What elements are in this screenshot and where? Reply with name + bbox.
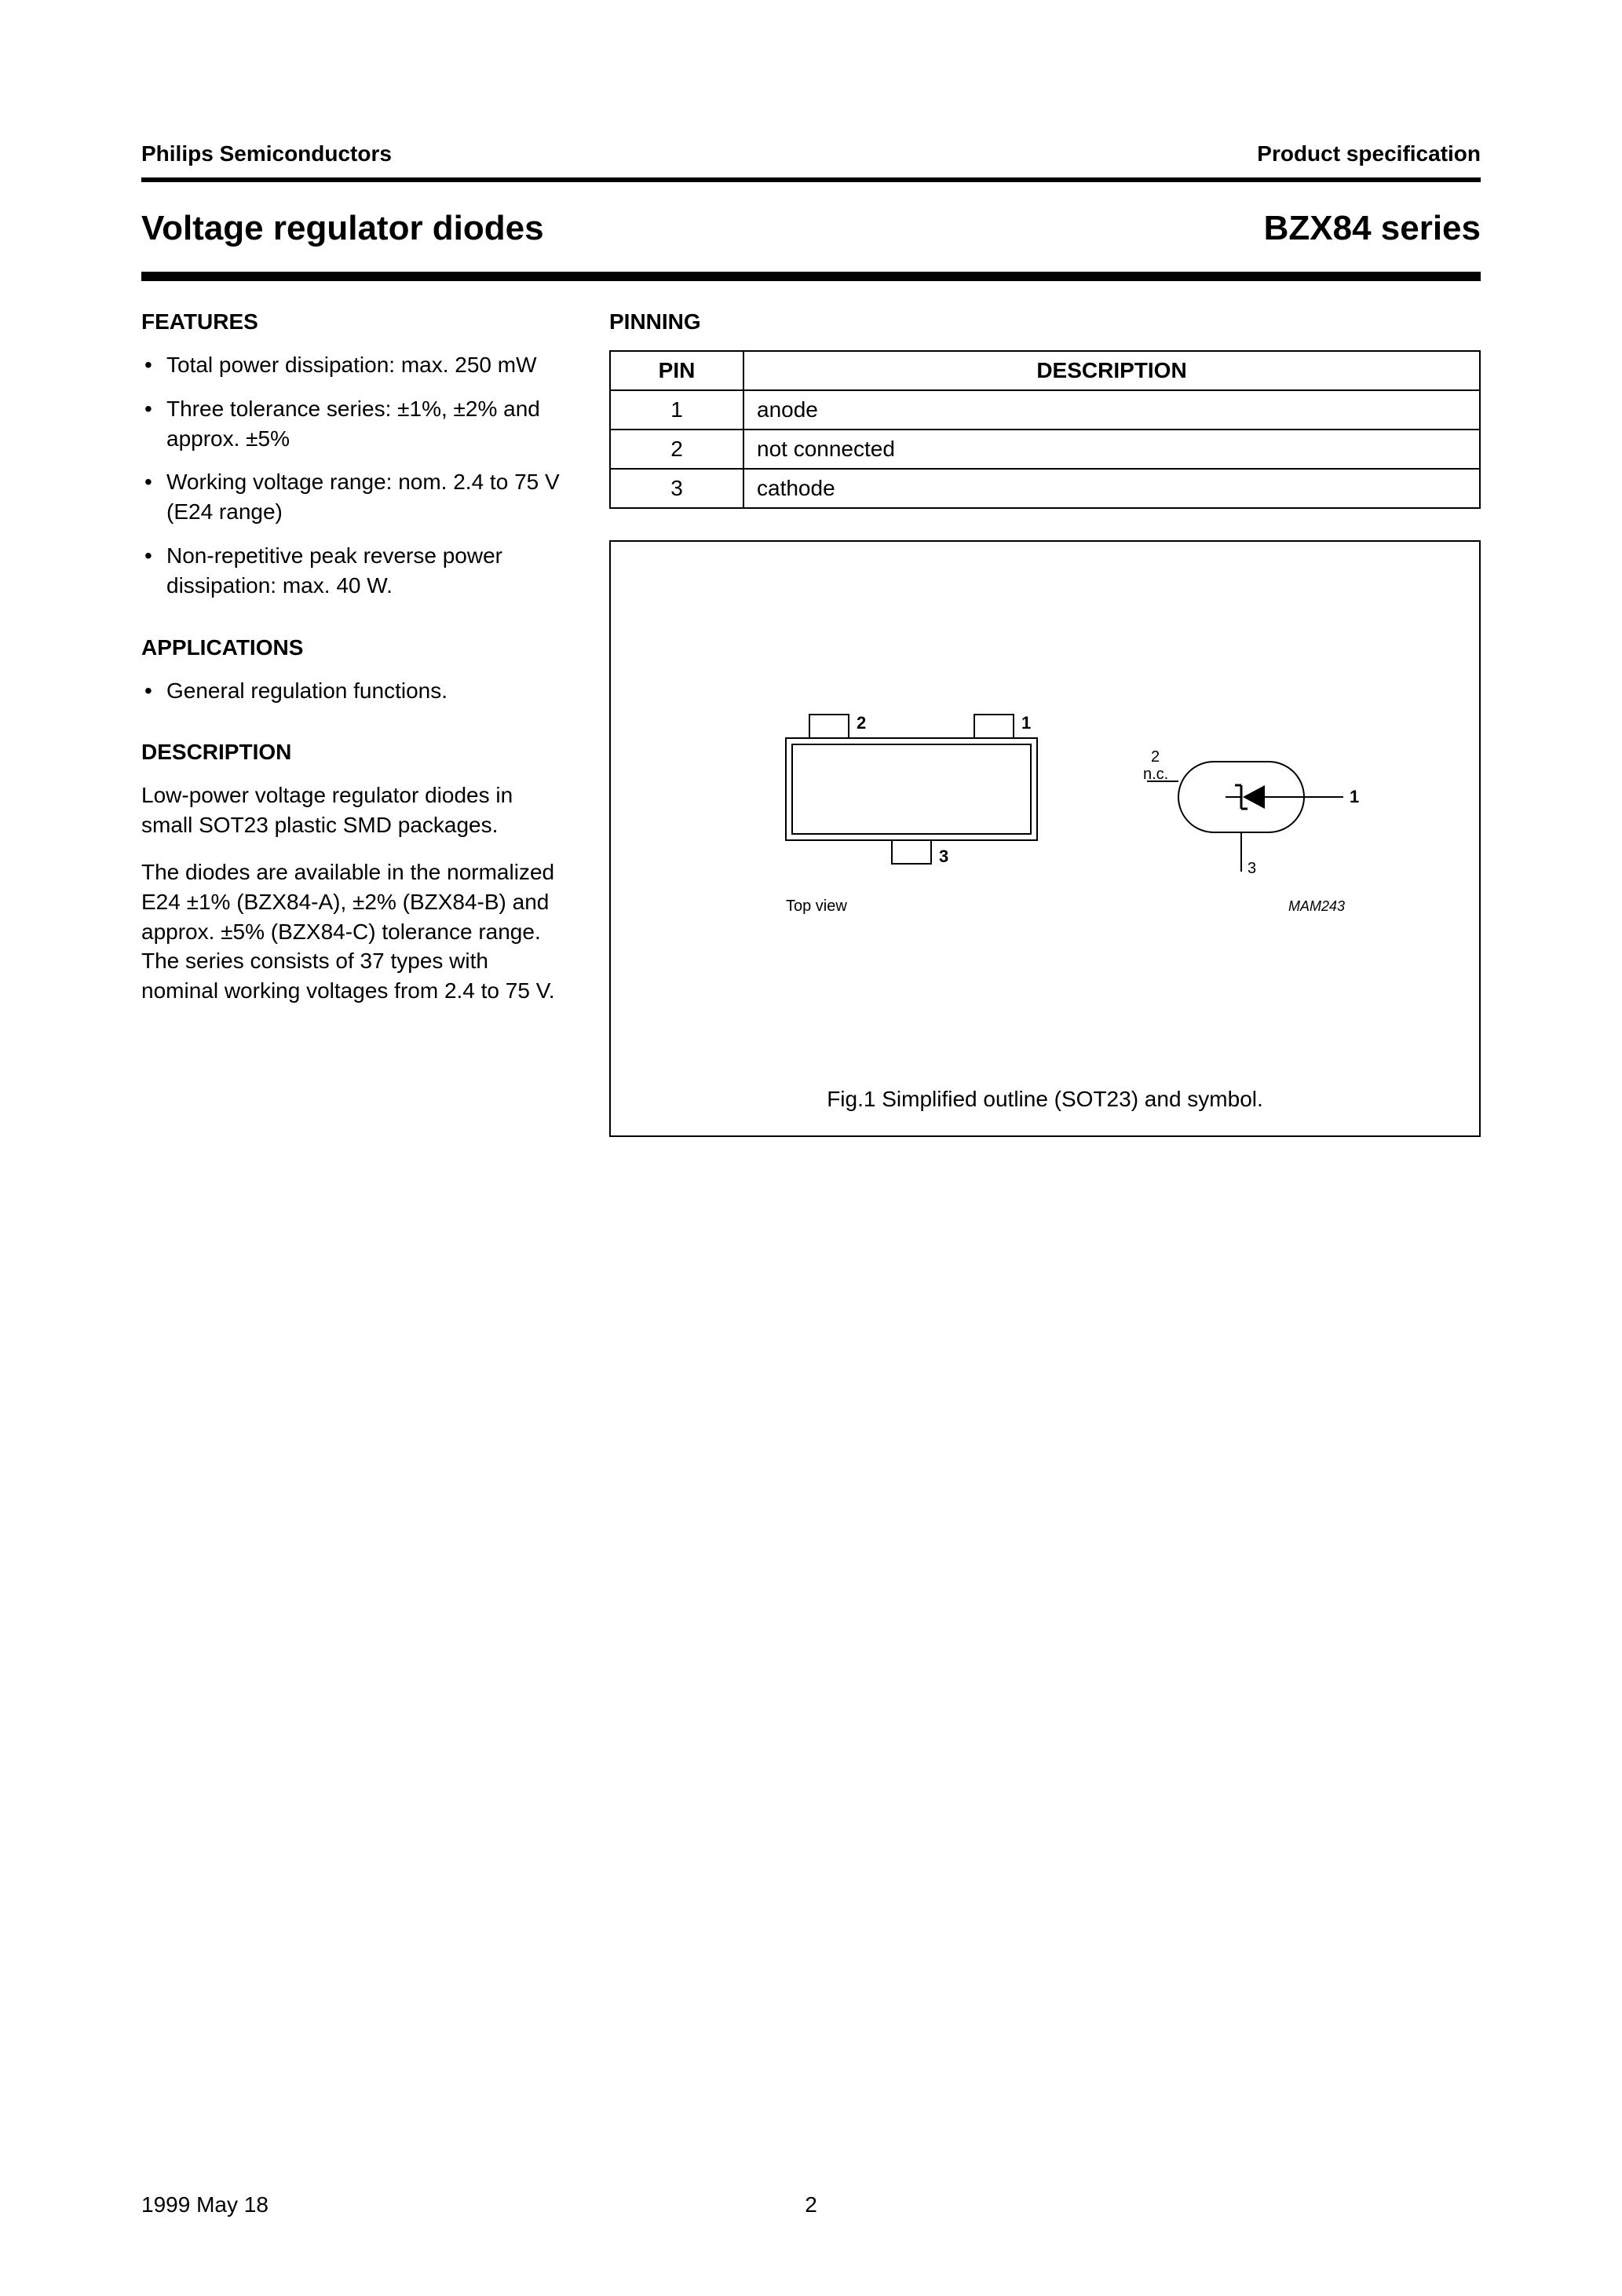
figure-caption: Fig.1 Simplified outline (SOT23) and sym… <box>611 1087 1479 1112</box>
pin-col-header: PIN <box>610 351 743 390</box>
rule-title <box>141 272 1481 281</box>
header-right: Product specification <box>1257 141 1481 166</box>
pin2-label: 2 <box>857 713 866 733</box>
footer-page: 2 <box>805 2192 817 2217</box>
pin-number: 3 <box>610 469 743 508</box>
applications-heading: APPLICATIONS <box>141 635 565 660</box>
pin-desc: cathode <box>743 469 1480 508</box>
application-item: General regulation functions. <box>141 676 565 706</box>
feature-item: Total power dissipation: max. 250 mW <box>141 350 565 380</box>
description-para: Low-power voltage regulator diodes in sm… <box>141 781 565 840</box>
pin-number: 2 <box>610 430 743 469</box>
feature-item: Three tolerance series: ±1%, ±2% and app… <box>141 394 565 454</box>
figure-svg: 2 1 3 Top view <box>723 683 1367 966</box>
pin-number: 1 <box>610 390 743 430</box>
title-right: BZX84 series <box>1264 209 1481 248</box>
feature-item: Non-repetitive peak reverse power dissip… <box>141 541 565 601</box>
header-left: Philips Semiconductors <box>141 141 392 166</box>
pin-desc: anode <box>743 390 1480 430</box>
title-left: Voltage regulator diodes <box>141 209 544 248</box>
footer-date: 1999 May 18 <box>141 2192 269 2217</box>
sym-pin3-label: 3 <box>1248 860 1256 877</box>
table-row: 1 anode <box>610 390 1480 430</box>
pin-desc: not connected <box>743 430 1480 469</box>
sym-pin1-label: 1 <box>1350 787 1359 806</box>
pin3-label: 3 <box>939 846 948 866</box>
pin-table: PIN DESCRIPTION 1 anode 2 not connected … <box>609 350 1481 509</box>
sym-pin2-label: 2 <box>1151 748 1160 766</box>
figure-code: MAM243 <box>1288 898 1345 914</box>
pinning-heading: PINNING <box>609 309 1481 335</box>
pin1-label: 1 <box>1021 713 1031 733</box>
topview-label: Top view <box>786 898 847 915</box>
description-para: The diodes are available in the normaliz… <box>141 857 565 1006</box>
sym-nc-label: n.c. <box>1143 766 1168 783</box>
table-row: 2 not connected <box>610 430 1480 469</box>
feature-item: Working voltage range: nom. 2.4 to 75 V … <box>141 467 565 527</box>
pin-col-header: DESCRIPTION <box>743 351 1480 390</box>
features-heading: FEATURES <box>141 309 565 335</box>
description-heading: DESCRIPTION <box>141 740 565 765</box>
table-row: 3 cathode <box>610 469 1480 508</box>
figure-box: 2 1 3 Top view <box>609 540 1481 1137</box>
